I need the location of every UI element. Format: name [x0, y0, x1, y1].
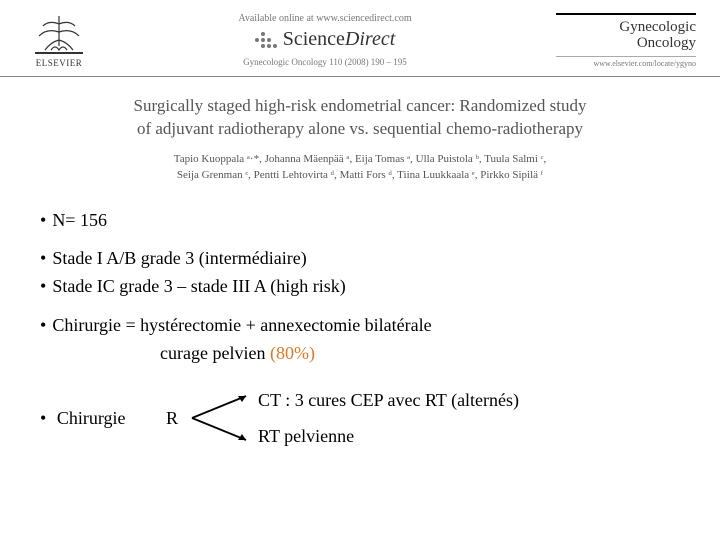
stade-1-bullet: •Stade I A/B grade 3 (intermédiaire) — [40, 246, 680, 270]
slide-content: •N= 156 •Stade I A/B grade 3 (intermédia… — [0, 190, 720, 463]
sd-brand-text: ScienceDirect — [283, 28, 396, 51]
stade-2-bullet: •Stade IC grade 3 – stade III A (high ri… — [40, 274, 680, 298]
article-title: Surgically staged high-risk endometrial … — [30, 95, 690, 141]
article-header: Surgically staged high-risk endometrial … — [0, 77, 720, 190]
n-bullet: •N= 156 — [40, 208, 680, 232]
elsevier-label: ELSEVIER — [36, 58, 83, 68]
branch-arrows-icon — [188, 388, 258, 448]
journal-url: www.elsevier.com/locate/ygyno — [556, 56, 696, 68]
available-text: Available online at www.sciencedirect.co… — [94, 13, 556, 24]
curage-line: curage pelvien (80%) — [40, 341, 680, 365]
randomization-row: • Chirurgie R CT : 3 cures CEP avec RT (… — [40, 383, 680, 453]
elsevier-logo: ELSEVIER — [24, 12, 94, 68]
sciencedirect-block: Available online at www.sciencedirect.co… — [94, 13, 556, 67]
authors-list: Tapio Kuoppala ᵃ·*, Johanna Mäenpää ᵃ, E… — [30, 151, 690, 184]
chirurgie-label: • Chirurgie — [40, 406, 150, 430]
journal-name: GynecologicOncology — [556, 13, 696, 52]
sciencedirect-logo: ScienceDirect — [94, 28, 556, 51]
sd-dots-icon — [255, 29, 277, 51]
r-letter: R — [166, 406, 178, 430]
branch-labels: CT : 3 cures CEP avec RT (alternés) RT p… — [258, 388, 519, 448]
branch-ct: CT : 3 cures CEP avec RT (alternés) — [258, 388, 519, 412]
branch-rt: RT pelvienne — [258, 424, 519, 448]
journal-header: ELSEVIER Available online at www.science… — [0, 0, 720, 77]
citation-text: Gynecologic Oncology 110 (2008) 190 – 19… — [94, 57, 556, 67]
elsevier-tree-icon — [29, 12, 89, 56]
journal-name-block: GynecologicOncology www.elsevier.com/loc… — [556, 13, 696, 68]
chirurgie-bullet: •Chirurgie = hystérectomie + annexectomi… — [40, 313, 680, 337]
